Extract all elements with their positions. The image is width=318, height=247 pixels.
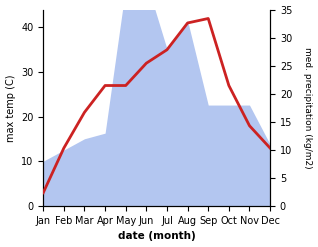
X-axis label: date (month): date (month) [118, 231, 196, 242]
Y-axis label: med. precipitation (kg/m2): med. precipitation (kg/m2) [303, 47, 313, 169]
Y-axis label: max temp (C): max temp (C) [5, 74, 16, 142]
